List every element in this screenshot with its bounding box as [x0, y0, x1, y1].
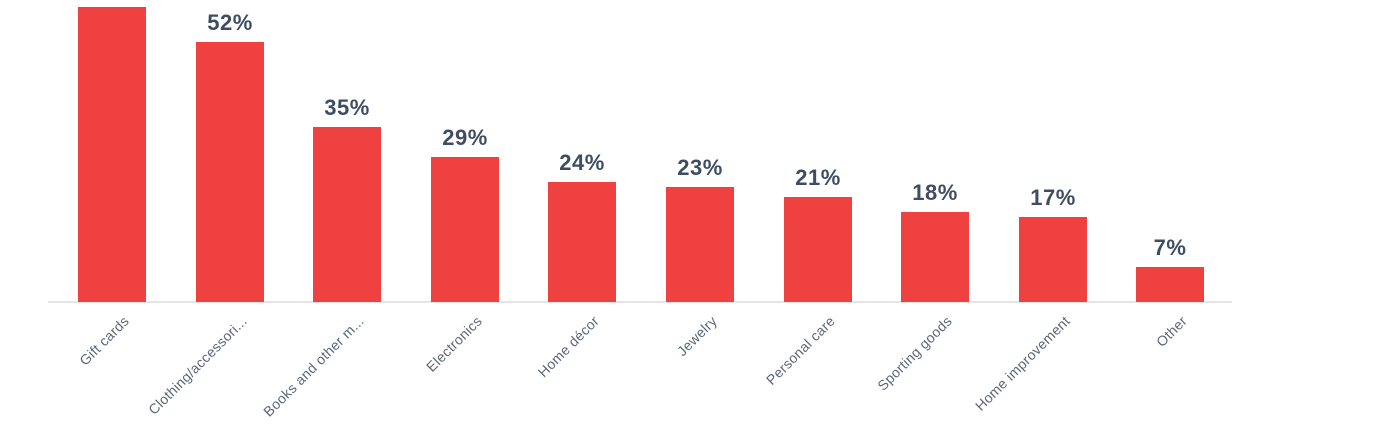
bar-3[interactable]	[431, 157, 499, 302]
bar-5[interactable]	[666, 187, 734, 302]
bar-2[interactable]	[313, 127, 381, 302]
bar-7[interactable]	[901, 212, 969, 302]
bar-0[interactable]	[78, 7, 146, 302]
bar-6[interactable]	[784, 197, 852, 302]
bar-8[interactable]	[1019, 217, 1087, 302]
bar-4[interactable]	[548, 182, 616, 302]
bar-value-label-1: 52%	[207, 10, 253, 35]
bar-value-label-8: 17%	[1030, 185, 1076, 210]
x-axis-line	[48, 301, 1232, 303]
bar-9[interactable]	[1136, 267, 1204, 302]
bar-value-label-4: 24%	[559, 150, 605, 175]
bar-value-label-6: 21%	[795, 165, 841, 190]
bar-value-label-5: 23%	[677, 155, 723, 180]
bar-1[interactable]	[196, 42, 264, 302]
bar-value-label-9: 7%	[1153, 235, 1187, 260]
bar-value-label-7: 18%	[912, 180, 958, 205]
category-label-0: Gift cards	[76, 312, 133, 369]
bar-value-label-2: 35%	[324, 95, 370, 120]
bar-value-label-3: 29%	[442, 125, 488, 150]
